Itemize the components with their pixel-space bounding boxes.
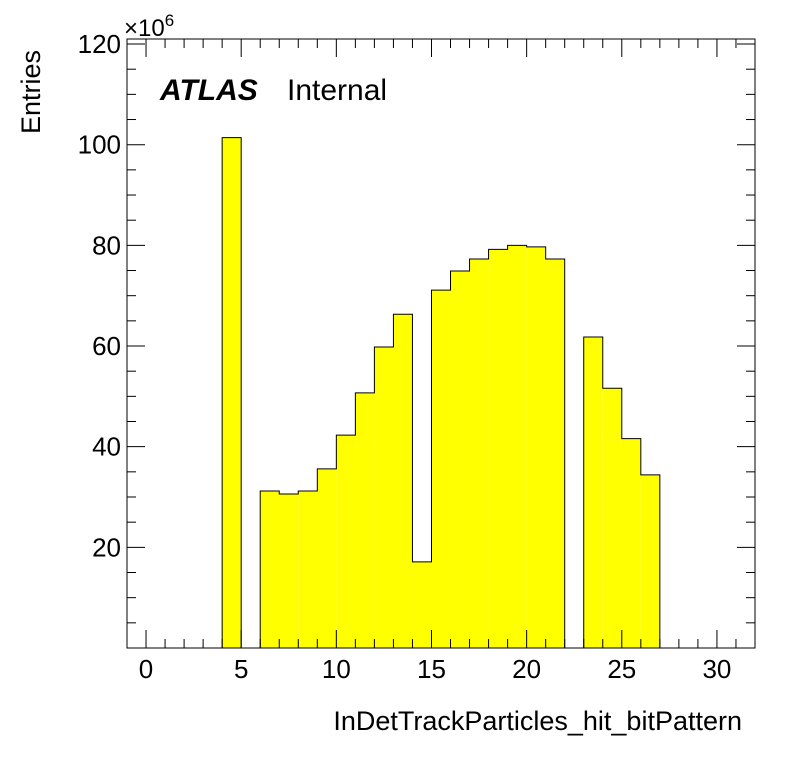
experiment-label: ATLAS [159, 74, 258, 107]
y-axis-title: Entries [16, 50, 46, 134]
histogram-bar [374, 347, 394, 648]
histogram-bar [640, 474, 660, 648]
x-tick-label: 15 [417, 654, 446, 684]
histogram-bar [336, 435, 356, 648]
histogram-bar [488, 249, 508, 648]
histogram-bar [450, 271, 470, 648]
histogram-bar [317, 468, 337, 648]
histogram-bar [526, 246, 546, 648]
histogram-bar [583, 336, 603, 648]
histogram-outline-layer [221, 137, 661, 648]
axis-ticks-layer [126, 39, 756, 648]
x-axis-title: InDetTrackParticles_hit_bitPattern [333, 706, 742, 736]
histogram-bar [469, 258, 489, 648]
y-tick-label: 40 [92, 432, 121, 462]
x-tick-label: 25 [607, 654, 636, 684]
histogram-bar [545, 258, 565, 648]
status-label: Internal [287, 74, 387, 107]
histogram-bar [602, 388, 622, 648]
x-tick-label: 20 [512, 654, 541, 684]
y-tick-label: 120 [78, 29, 121, 59]
histogram-bar [298, 490, 318, 648]
x-tick-label: 0 [139, 654, 153, 684]
y-tick-label: 80 [92, 230, 121, 260]
histogram-bar [431, 290, 451, 648]
histogram-bar [621, 438, 641, 648]
x-tick-label: 30 [702, 654, 731, 684]
x-tick-label: 5 [234, 654, 248, 684]
histogram-bar [412, 561, 432, 648]
histogram-bar [393, 314, 413, 648]
y-axis-exponent: ×106 [124, 11, 174, 42]
histogram-bar [355, 392, 375, 648]
histogram-bar [507, 245, 527, 648]
tick-labels-layer: 0 5 10 15 20 25 30 20 40 60 80 100 120 [78, 29, 732, 684]
histogram-bar [222, 137, 242, 648]
histogram-outline [221, 137, 661, 648]
y-tick-label: 100 [78, 130, 121, 160]
histogram-bar [279, 493, 299, 648]
y-tick-label: 20 [92, 532, 121, 562]
plot-frame [126, 38, 756, 649]
bars-layer [222, 137, 660, 648]
x-tick-label: 10 [322, 654, 351, 684]
y-tick-label: 60 [92, 331, 121, 361]
histogram-bar [260, 490, 280, 648]
